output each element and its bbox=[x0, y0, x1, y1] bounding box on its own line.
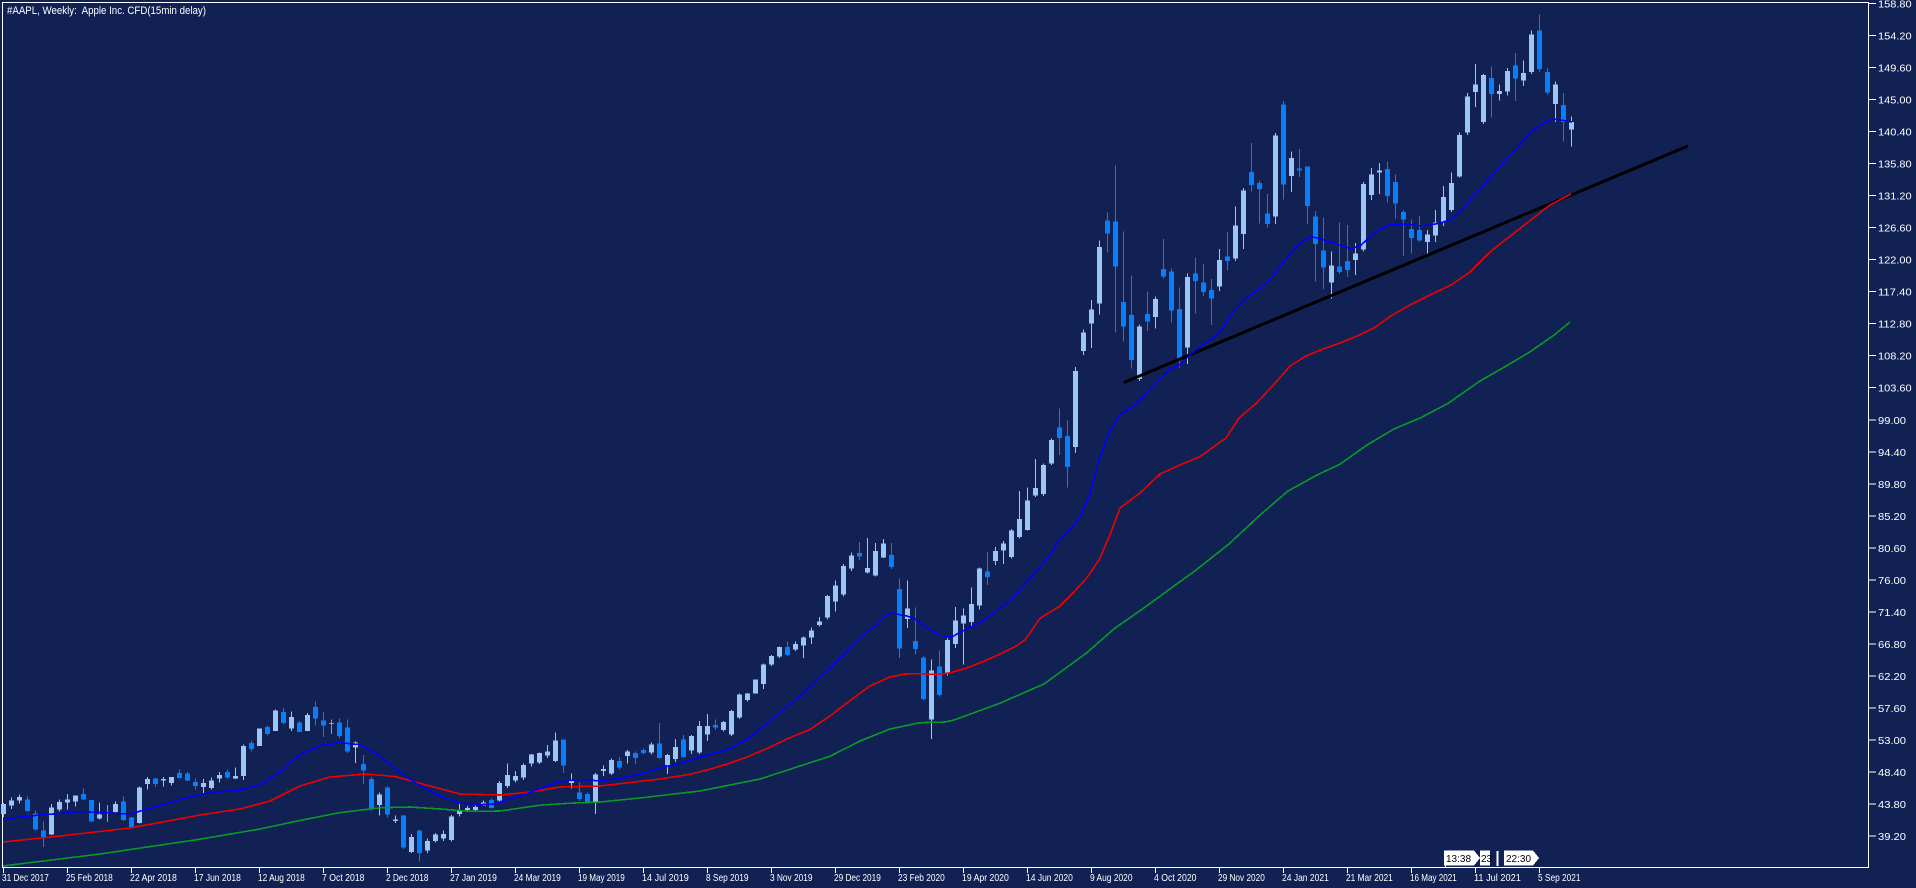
svg-text:12 Aug 2018: 12 Aug 2018 bbox=[258, 872, 305, 884]
svg-text:19 Apr 2020: 19 Apr 2020 bbox=[962, 872, 1009, 884]
svg-text:31 Dec 2017: 31 Dec 2017 bbox=[2, 872, 49, 884]
svg-text:145.00: 145.00 bbox=[1878, 95, 1912, 107]
svg-text:154.20: 154.20 bbox=[1878, 31, 1912, 43]
svg-text:99.00: 99.00 bbox=[1878, 415, 1906, 427]
svg-text:9 Aug 2020: 9 Aug 2020 bbox=[1090, 872, 1133, 884]
svg-text:66.80: 66.80 bbox=[1878, 639, 1906, 651]
svg-text:131.20: 131.20 bbox=[1878, 191, 1912, 203]
svg-text:11 Jul 2021: 11 Jul 2021 bbox=[1474, 872, 1521, 884]
svg-text:27 Jan 2019: 27 Jan 2019 bbox=[450, 872, 497, 884]
svg-text:140.40: 140.40 bbox=[1878, 127, 1912, 139]
svg-text:122.00: 122.00 bbox=[1878, 255, 1912, 267]
svg-text:149.60: 149.60 bbox=[1878, 63, 1912, 75]
svg-text:135.80: 135.80 bbox=[1878, 159, 1912, 171]
svg-text:80.60: 80.60 bbox=[1878, 543, 1906, 555]
svg-text:14 Jun 2020: 14 Jun 2020 bbox=[1026, 872, 1073, 884]
svg-text:53.00: 53.00 bbox=[1878, 735, 1906, 747]
svg-text:48.40: 48.40 bbox=[1878, 767, 1906, 779]
svg-text:112.80: 112.80 bbox=[1878, 319, 1912, 331]
svg-text:57.60: 57.60 bbox=[1878, 703, 1906, 715]
svg-text:22:30: 22:30 bbox=[1506, 854, 1531, 865]
svg-text:76.00: 76.00 bbox=[1878, 575, 1906, 587]
svg-text:19 May 2019: 19 May 2019 bbox=[578, 872, 625, 884]
svg-text:24 Mar 2019: 24 Mar 2019 bbox=[514, 872, 561, 884]
svg-text:2 Dec 2018: 2 Dec 2018 bbox=[386, 872, 429, 884]
svg-text:22 Apr 2018: 22 Apr 2018 bbox=[130, 872, 177, 884]
svg-text:108.20: 108.20 bbox=[1878, 351, 1912, 363]
svg-text:16 May 2021: 16 May 2021 bbox=[1410, 872, 1457, 884]
svg-text:94.40: 94.40 bbox=[1878, 447, 1906, 459]
svg-text:7 Oct 2018: 7 Oct 2018 bbox=[322, 872, 365, 884]
svg-text:5 Sep 2021: 5 Sep 2021 bbox=[1538, 872, 1581, 884]
svg-text:117.40: 117.40 bbox=[1878, 287, 1912, 299]
svg-text:71.40: 71.40 bbox=[1878, 607, 1906, 619]
svg-text:85.20: 85.20 bbox=[1878, 511, 1906, 523]
svg-text:89.80: 89.80 bbox=[1878, 479, 1906, 491]
svg-text:#AAPL, Weekly: Apple Inc. CFD: #AAPL, Weekly: Apple Inc. CFD(15min dela… bbox=[7, 5, 206, 17]
svg-text:23 Feb 2020: 23 Feb 2020 bbox=[898, 872, 945, 884]
svg-text:4 Oct 2020: 4 Oct 2020 bbox=[1154, 872, 1197, 884]
svg-text:21 Mar 2021: 21 Mar 2021 bbox=[1346, 872, 1393, 884]
svg-text:39.20: 39.20 bbox=[1878, 831, 1906, 843]
svg-text:24 Jan 2021: 24 Jan 2021 bbox=[1282, 872, 1329, 884]
svg-text:17 Jun 2018: 17 Jun 2018 bbox=[194, 872, 241, 884]
svg-text:3 Nov 2019: 3 Nov 2019 bbox=[770, 872, 813, 884]
svg-text:13:38: 13:38 bbox=[1446, 854, 1471, 865]
svg-text:62.20: 62.20 bbox=[1878, 671, 1906, 683]
svg-text:25 Feb 2018: 25 Feb 2018 bbox=[66, 872, 113, 884]
svg-text:29 Dec 2019: 29 Dec 2019 bbox=[834, 872, 881, 884]
svg-text:23: 23 bbox=[1481, 854, 1493, 865]
svg-text:14 Jul 2019: 14 Jul 2019 bbox=[642, 872, 689, 884]
svg-text:126.60: 126.60 bbox=[1878, 223, 1912, 235]
svg-text:158.80: 158.80 bbox=[1878, 0, 1912, 11]
svg-text:8 Sep 2019: 8 Sep 2019 bbox=[706, 872, 749, 884]
svg-text:43.80: 43.80 bbox=[1878, 799, 1906, 811]
svg-text:29 Nov 2020: 29 Nov 2020 bbox=[1218, 872, 1265, 884]
svg-text:103.60: 103.60 bbox=[1878, 383, 1912, 395]
